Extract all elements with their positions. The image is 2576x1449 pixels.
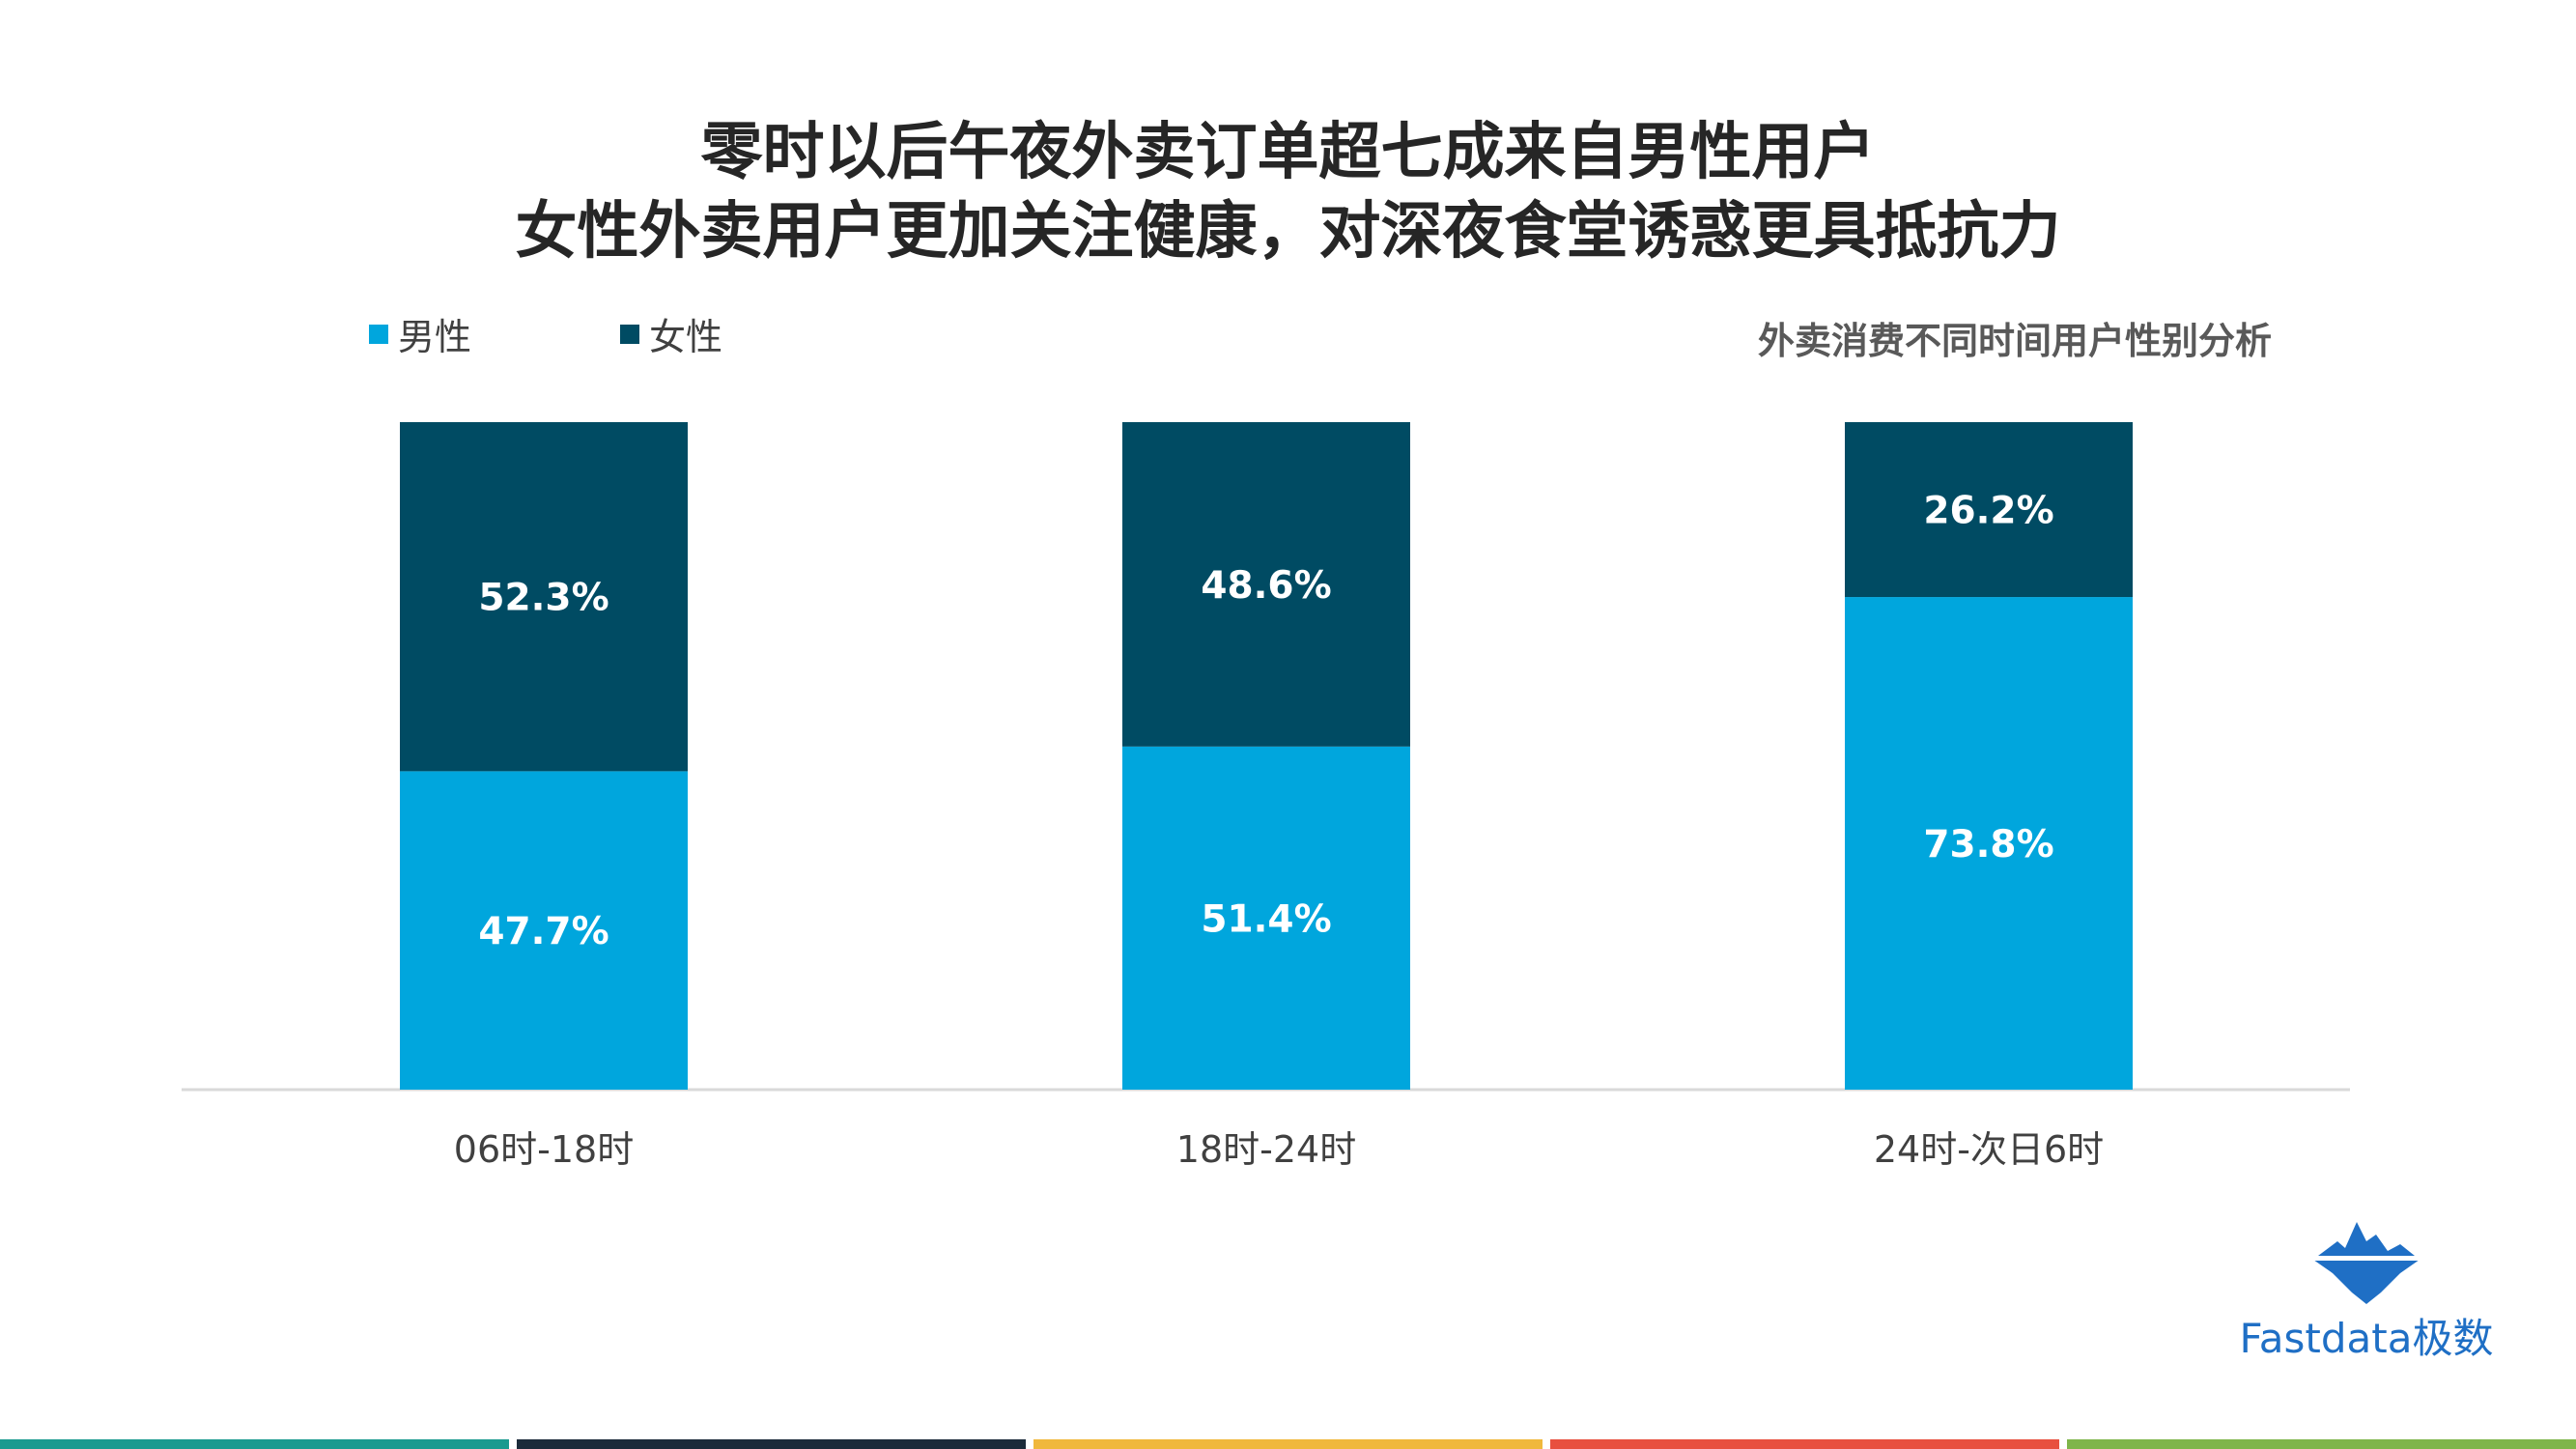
category-label-0: 06时-18时: [454, 1128, 634, 1171]
bar-female-0: [400, 422, 688, 772]
bar-male-0: [400, 771, 688, 1090]
title-line-2: 女性外卖用户更加关注健康，对深夜食堂诱惑更具抵抗力: [515, 196, 2061, 268]
legend-swatch-female: [620, 324, 639, 344]
data-label-female-2: 26.2%: [1923, 490, 2053, 533]
title-line-1: 零时以后午夜外卖订单超七成来自男性用户: [700, 117, 1876, 188]
legend-label-female: 女性: [649, 316, 723, 358]
footer-stripe-3: [1550, 1439, 2059, 1449]
iceberg-logo-icon: [2310, 1222, 2422, 1304]
data-label-female-0: 52.3%: [478, 577, 609, 620]
legend-swatch-male: [369, 324, 388, 344]
data-label-female-1: 48.6%: [1201, 564, 1331, 608]
category-label-2: 24时-次日6时: [1874, 1128, 2104, 1171]
footer-stripe-0: [0, 1439, 509, 1449]
brand-logo-text: Fastdata极数: [2239, 1315, 2494, 1362]
bar-male-1: [1122, 746, 1410, 1090]
legend-label-male: 男性: [398, 316, 472, 358]
chart-subtitle: 外卖消费不同时间用户性别分析: [1757, 320, 2272, 362]
category-label-1: 18时-24时: [1176, 1128, 1356, 1171]
footer-stripe-1: [517, 1439, 1026, 1449]
footer-stripe-2: [1033, 1439, 1543, 1449]
footer-stripe-4: [2067, 1439, 2576, 1449]
bar-female-1: [1122, 422, 1410, 747]
footer-color-stripes: [0, 1439, 2576, 1449]
legend-item-female: 女性: [620, 307, 722, 360]
data-label-male-0: 47.7%: [478, 910, 609, 953]
bar-female-2: [1845, 422, 2133, 598]
bar-male-2: [1845, 597, 2133, 1090]
data-label-male-1: 51.4%: [1201, 897, 1331, 941]
legend-item-male: 男性: [369, 307, 471, 360]
data-label-male-2: 73.8%: [1923, 823, 2053, 867]
